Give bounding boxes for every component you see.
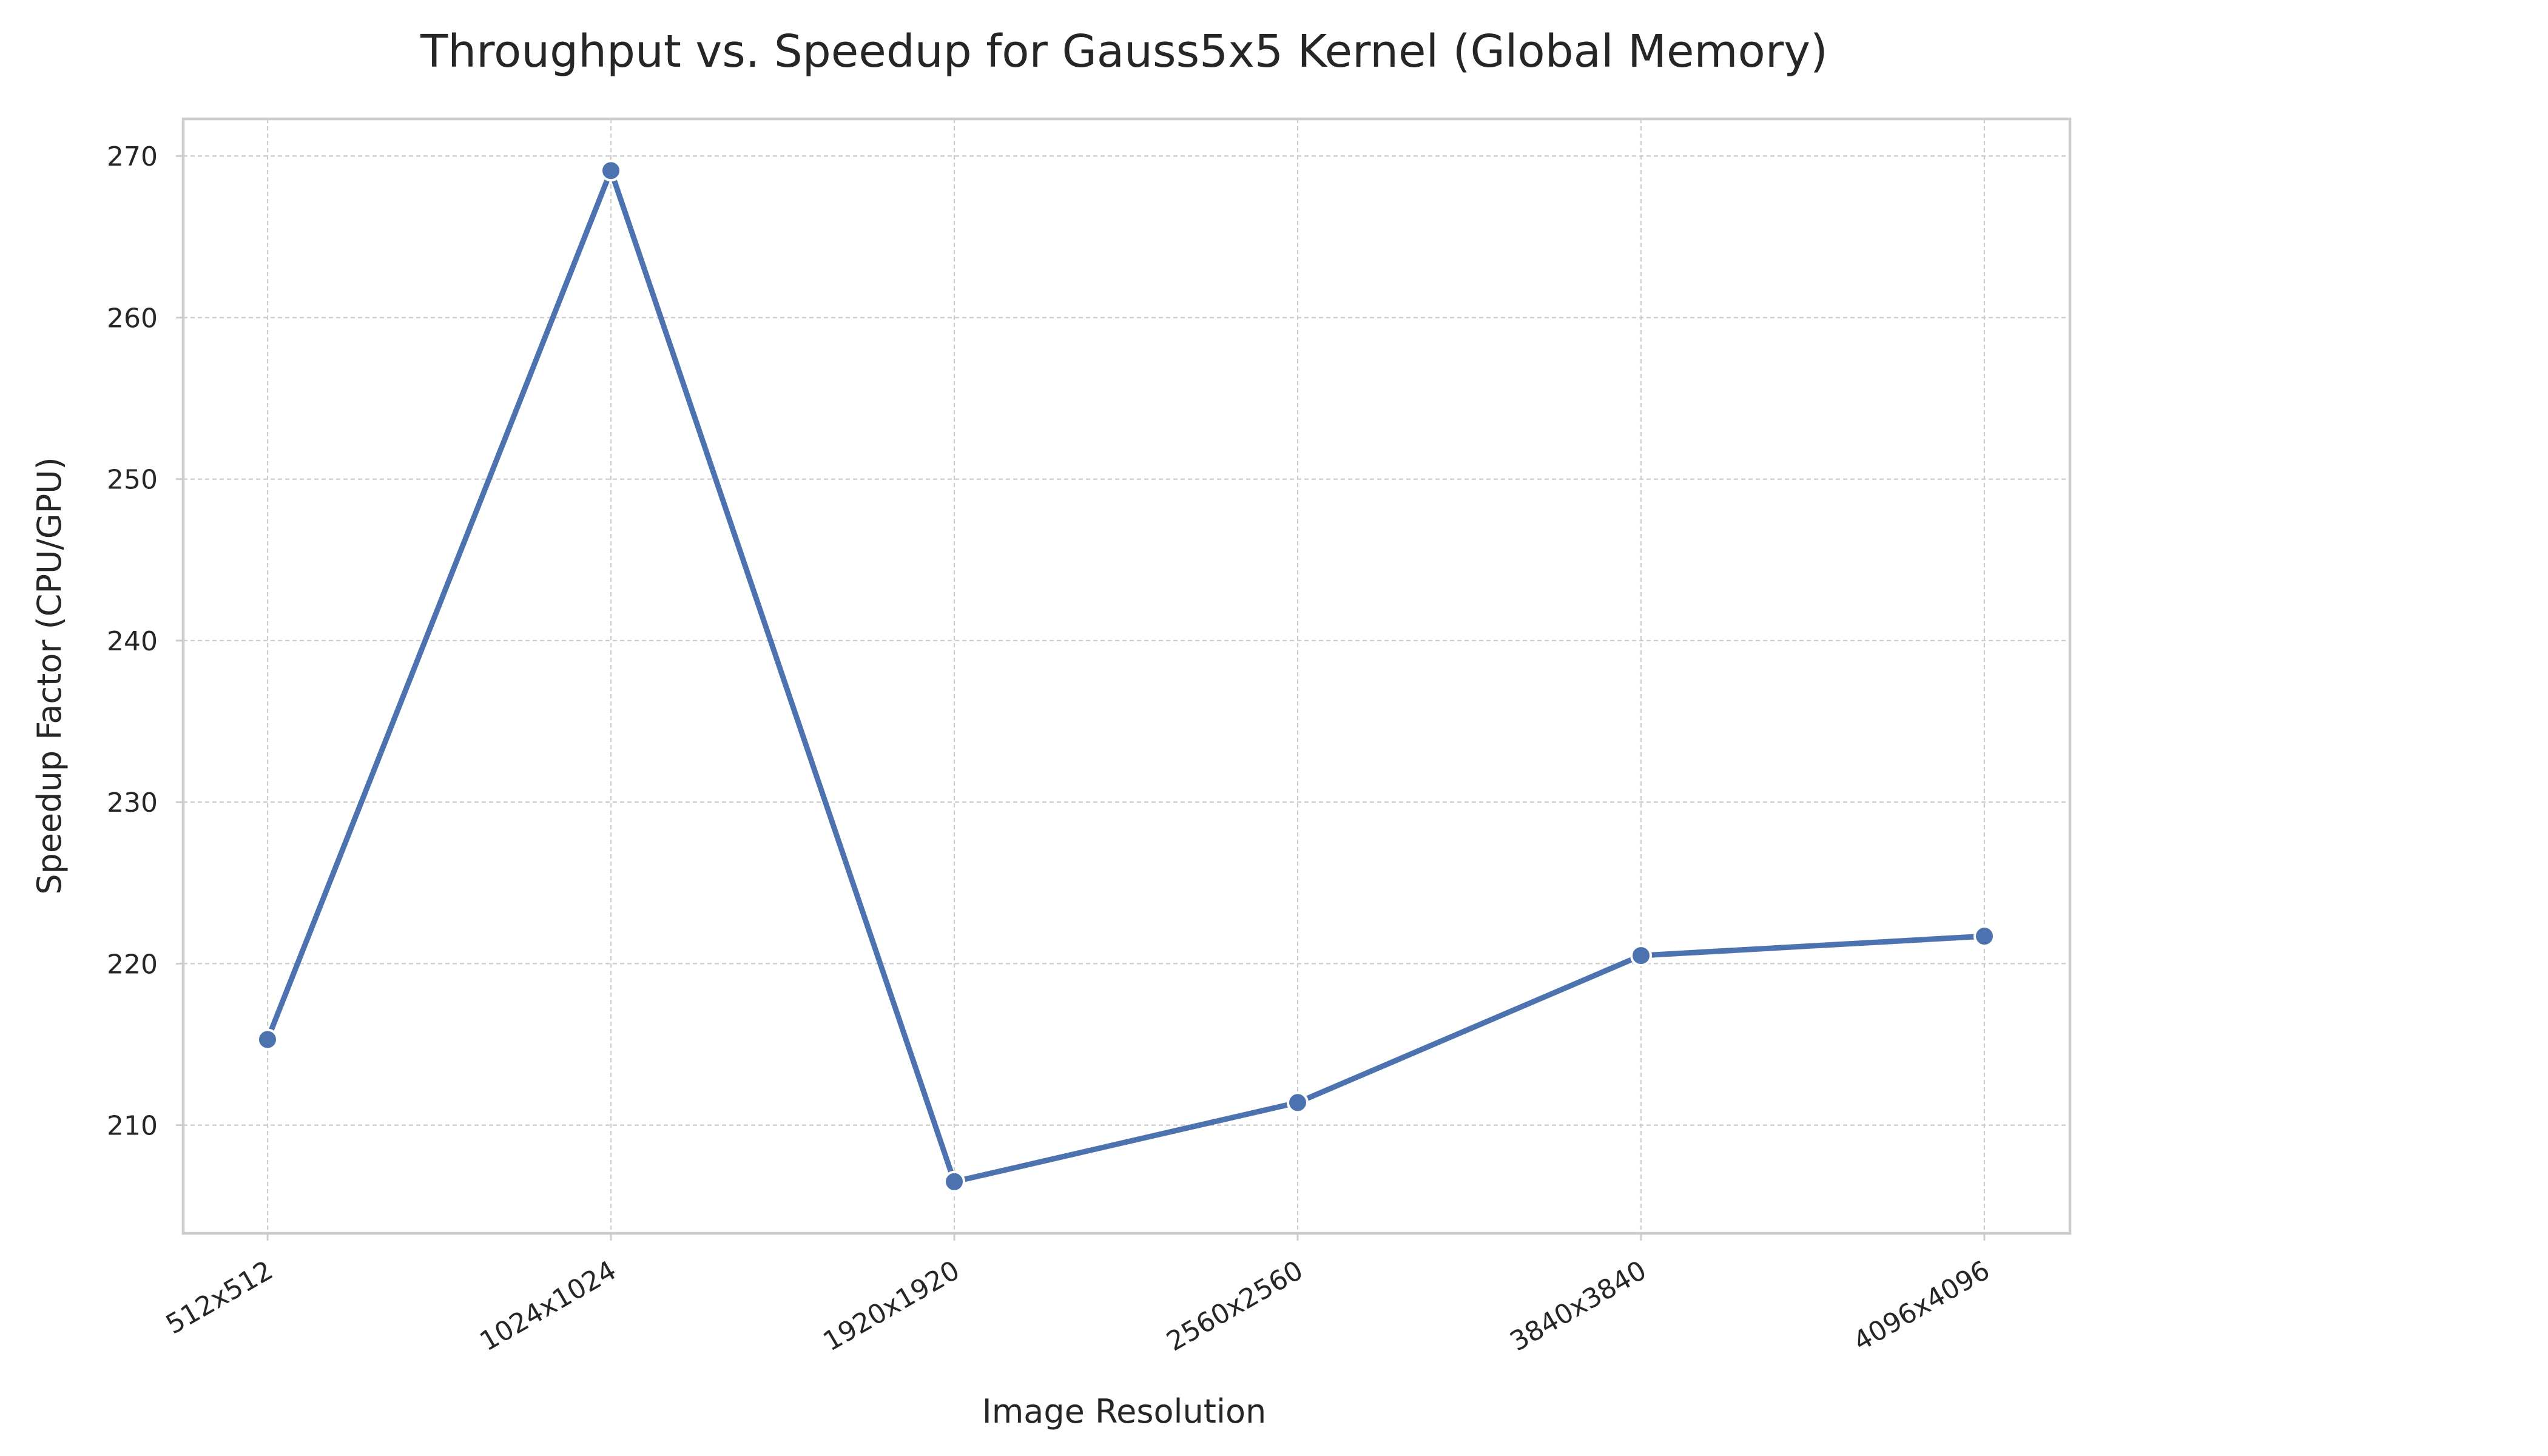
x-tick-label: 1024x1024 <box>474 1255 621 1357</box>
data-point <box>600 160 622 182</box>
axis-ticks: 512x512 1024x1024 1920x1920 2560x2560 3840x3… <box>107 141 1995 1357</box>
y-tick-label: 240 <box>107 626 158 657</box>
y-axis-label: Speedup Factor (CPU/GPU) <box>30 457 69 894</box>
data-point <box>1973 925 1995 948</box>
x-axis-label: Image Resolution <box>982 1392 1266 1431</box>
x-tick-label: 2560x2560 <box>1161 1255 1308 1357</box>
data-point <box>1287 1091 1309 1114</box>
y-tick-label: 230 <box>107 787 158 818</box>
y-tick-label: 260 <box>107 303 158 334</box>
data-point <box>1630 945 1652 967</box>
x-tick-label: 4096x4096 <box>1848 1255 1995 1357</box>
chart-title: Throughput vs. Speedup for Gauss5x5 Kern… <box>420 25 1828 78</box>
y-tick-label: 210 <box>107 1111 158 1142</box>
data-point <box>257 1028 278 1051</box>
series <box>257 160 1995 1193</box>
x-tick-label: 1920x1920 <box>818 1255 965 1357</box>
grid <box>183 119 2070 1233</box>
x-tick-label: 3840x3840 <box>1505 1255 1651 1357</box>
y-tick-label: 270 <box>107 141 158 172</box>
x-tick-label: 512x512 <box>161 1255 278 1340</box>
data-point <box>943 1170 965 1193</box>
plot-frame <box>181 117 2072 1235</box>
series-line <box>265 167 1987 1185</box>
y-tick-label: 220 <box>107 949 158 980</box>
y-tick-label: 250 <box>107 465 158 496</box>
